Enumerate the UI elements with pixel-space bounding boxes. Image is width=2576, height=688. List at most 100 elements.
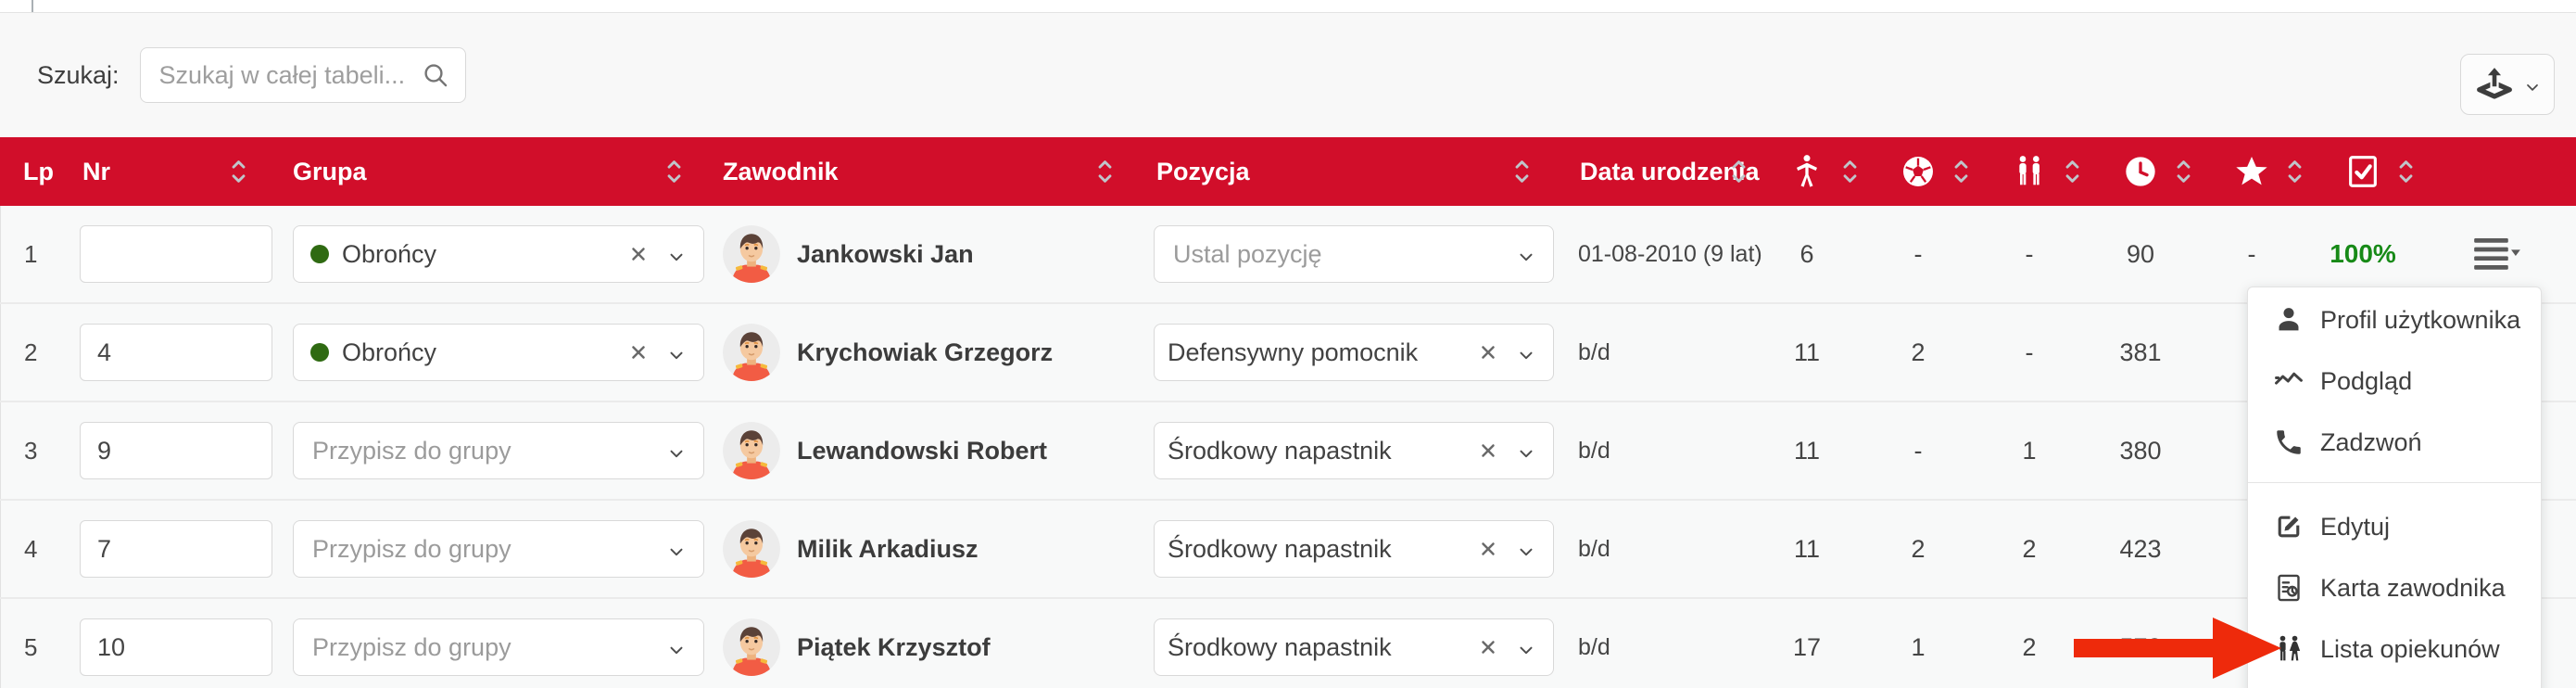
- export-button[interactable]: [2460, 54, 2555, 115]
- actions-cell: [2418, 238, 2576, 270]
- chevron-down-icon[interactable]: [1516, 345, 1536, 365]
- sort-icon[interactable]: [1731, 158, 1747, 185]
- sort-icon[interactable]: [1097, 158, 1113, 185]
- sort-icon[interactable]: [666, 158, 682, 185]
- stat-assists-cell: -: [2025, 338, 2034, 366]
- chevron-down-icon[interactable]: [1516, 640, 1536, 660]
- table-row: 5 Przypisz do grupy Piątek Krzysztof Środko…: [0, 599, 2576, 688]
- column-header-group[interactable]: Grupa: [278, 137, 713, 206]
- sort-icon[interactable]: [231, 158, 246, 185]
- nr-input[interactable]: [80, 520, 272, 578]
- group-cell: Obrońcy: [278, 324, 713, 381]
- menu-item-label: Karta zawodnika: [2320, 573, 2506, 602]
- column-header-assists[interactable]: [1974, 137, 2085, 206]
- nr-input[interactable]: [80, 324, 272, 381]
- nr-input[interactable]: [80, 422, 272, 479]
- nr-cell: [80, 618, 278, 676]
- chevron-down-icon[interactable]: [666, 541, 687, 562]
- column-header-minutes[interactable]: [2085, 137, 2196, 206]
- column-header-nr[interactable]: Nr: [80, 137, 278, 206]
- lp-cell: 4: [24, 534, 38, 563]
- clear-icon[interactable]: [627, 243, 650, 265]
- stat-goals-cell: -: [1913, 239, 1923, 268]
- avatar-player: [723, 618, 780, 676]
- stat-appearances-cell: 11: [1793, 338, 1821, 366]
- clock-icon: [2122, 153, 2159, 190]
- column-header-goals[interactable]: [1863, 137, 1974, 206]
- position-placeholder: Ustal pozycję: [1173, 239, 1322, 268]
- clear-icon[interactable]: [1477, 538, 1499, 560]
- search-input[interactable]: [140, 60, 465, 90]
- stat-goals-cell: -: [1913, 436, 1923, 465]
- birth-date-cell: b/d: [1578, 633, 1610, 660]
- stat-appearances-cell: 11: [1793, 436, 1821, 465]
- column-header-position[interactable]: Pozycja: [1144, 137, 1561, 206]
- nr-input[interactable]: [80, 225, 272, 283]
- checkbox-checked-icon: [2344, 153, 2381, 190]
- sort-icon[interactable]: [1514, 158, 1530, 185]
- clear-icon[interactable]: [1477, 440, 1499, 462]
- group-placeholder: Przypisz do grupy: [312, 534, 511, 563]
- chevron-down-icon[interactable]: [1516, 247, 1536, 267]
- group-value: Obrońcy: [342, 239, 437, 268]
- chevron-down-icon[interactable]: [1516, 541, 1536, 562]
- avatar-player: [723, 520, 780, 578]
- column-label-position: Pozycja: [1156, 157, 1250, 185]
- sort-icon[interactable]: [2065, 158, 2080, 185]
- sort-icon[interactable]: [2398, 158, 2414, 185]
- column-header-attendance[interactable]: [2307, 137, 2418, 206]
- menu-item-zadzwoń[interactable]: Zadzwoń: [2248, 412, 2541, 473]
- group-select[interactable]: Przypisz do grupy: [293, 520, 704, 578]
- guardians-icon: [2273, 633, 2305, 665]
- group-color-dot: [310, 245, 329, 263]
- user-icon: [2273, 304, 2305, 336]
- chevron-down-icon[interactable]: [666, 443, 687, 464]
- chevron-down-icon[interactable]: [666, 247, 687, 267]
- position-select[interactable]: Ustal pozycję: [1154, 225, 1554, 283]
- chevron-down-icon[interactable]: [666, 640, 687, 660]
- stat-minutes-cell: 381: [2119, 338, 2162, 366]
- position-select[interactable]: Środkowy napastnik: [1154, 422, 1554, 479]
- group-select[interactable]: Przypisz do grupy: [293, 422, 704, 479]
- attendance-cell: 100%: [2330, 239, 2396, 268]
- annotation-arrow: [2074, 613, 2283, 683]
- clear-icon[interactable]: [627, 341, 650, 363]
- sort-icon[interactable]: [1842, 158, 1858, 185]
- birth-date-cell: b/d: [1578, 338, 1610, 365]
- column-header-rating[interactable]: [2196, 137, 2307, 206]
- search-box[interactable]: [139, 47, 466, 103]
- column-header-actions: [2418, 137, 2576, 206]
- position-cell: Środkowy napastnik: [1144, 422, 1561, 479]
- nr-input[interactable]: [80, 618, 272, 676]
- chevron-down-icon[interactable]: [1516, 443, 1536, 464]
- stat-goals-cell: 2: [1911, 338, 1926, 366]
- position-select[interactable]: Środkowy napastnik: [1154, 618, 1554, 676]
- group-cell: Przypisz do grupy: [278, 520, 713, 578]
- stat-minutes-cell: 90: [2126, 239, 2155, 268]
- sort-icon[interactable]: [1953, 158, 1969, 185]
- menu-item-karta-zawodnika[interactable]: Karta zawodnika: [2248, 557, 2541, 618]
- lp-cell: 1: [24, 239, 38, 268]
- column-header-birth[interactable]: Data urodzenia: [1561, 137, 1760, 206]
- position-cell: Defensywny pomocnik: [1144, 324, 1561, 381]
- stat-minutes-cell: 423: [2119, 534, 2162, 563]
- group-select[interactable]: Przypisz do grupy: [293, 618, 704, 676]
- toolbar: Szukaj:: [0, 13, 2576, 137]
- clear-icon[interactable]: [1477, 636, 1499, 658]
- group-select[interactable]: Obrońcy: [293, 324, 704, 381]
- clear-icon[interactable]: [1477, 341, 1499, 363]
- row-menu-button[interactable]: [2473, 238, 2521, 270]
- column-header-player[interactable]: Zawodnik: [713, 137, 1144, 206]
- sort-icon[interactable]: [2287, 158, 2303, 185]
- menu-item-profil-użytkownika[interactable]: Profil użytkownika: [2248, 289, 2541, 350]
- column-header-appearances[interactable]: [1751, 137, 1863, 206]
- table-row: 3 Przypisz do grupy Lewandowski Robert Środ…: [0, 402, 2576, 501]
- menu-item-edytuj[interactable]: Edytuj: [2248, 496, 2541, 557]
- sort-icon[interactable]: [2176, 158, 2191, 185]
- group-select[interactable]: Obrońcy: [293, 225, 704, 283]
- chevron-down-icon[interactable]: [666, 345, 687, 365]
- menu-item-lista-opiekunów[interactable]: Lista opiekunów: [2248, 618, 2541, 680]
- position-select[interactable]: Środkowy napastnik: [1154, 520, 1554, 578]
- menu-item-podgląd[interactable]: Podgląd: [2248, 350, 2541, 412]
- position-select[interactable]: Defensywny pomocnik: [1154, 324, 1554, 381]
